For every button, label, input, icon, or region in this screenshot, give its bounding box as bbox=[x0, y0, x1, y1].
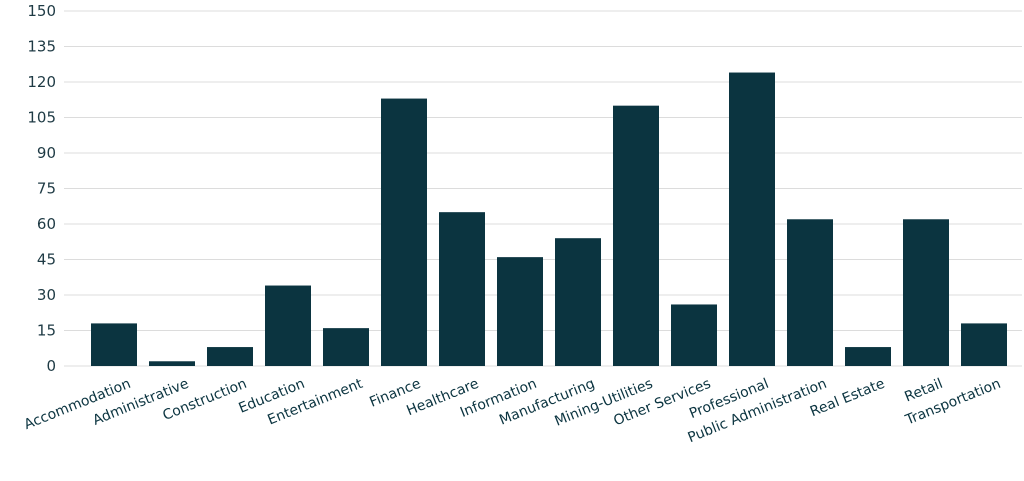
y-tick-label: 30 bbox=[37, 286, 56, 304]
bar bbox=[961, 323, 1007, 366]
bars bbox=[91, 72, 1007, 367]
bar bbox=[149, 361, 195, 366]
bar bbox=[439, 212, 485, 366]
bar bbox=[381, 98, 427, 367]
y-tick-label: 45 bbox=[37, 251, 56, 269]
y-tick-label: 150 bbox=[27, 2, 56, 20]
y-tick-label: 105 bbox=[27, 109, 56, 127]
bar bbox=[613, 105, 659, 367]
bar bbox=[729, 72, 775, 367]
bar bbox=[497, 257, 543, 366]
grid-layer bbox=[64, 10, 1022, 367]
y-tick-label: 90 bbox=[37, 144, 56, 162]
bar bbox=[903, 219, 949, 366]
bar bbox=[207, 347, 253, 366]
y-tick-label: 120 bbox=[27, 73, 56, 91]
y-tick-label: 15 bbox=[37, 322, 56, 340]
bar bbox=[555, 238, 601, 366]
y-tick-label: 75 bbox=[37, 180, 56, 198]
y-tick-label: 135 bbox=[27, 38, 56, 56]
bar bbox=[787, 219, 833, 366]
bar bbox=[323, 328, 369, 366]
y-tick-label: 0 bbox=[46, 357, 56, 375]
y-axis-ticks: 0 15 30 45 60 75 90 105 120 135 150 bbox=[27, 2, 56, 375]
x-axis-labels: AccommodationAdministrativeConstructionE… bbox=[22, 376, 1003, 447]
bar bbox=[671, 304, 717, 366]
bar bbox=[845, 347, 891, 366]
bar bbox=[265, 285, 311, 366]
bar bbox=[91, 323, 137, 366]
y-tick-label: 60 bbox=[37, 215, 56, 233]
